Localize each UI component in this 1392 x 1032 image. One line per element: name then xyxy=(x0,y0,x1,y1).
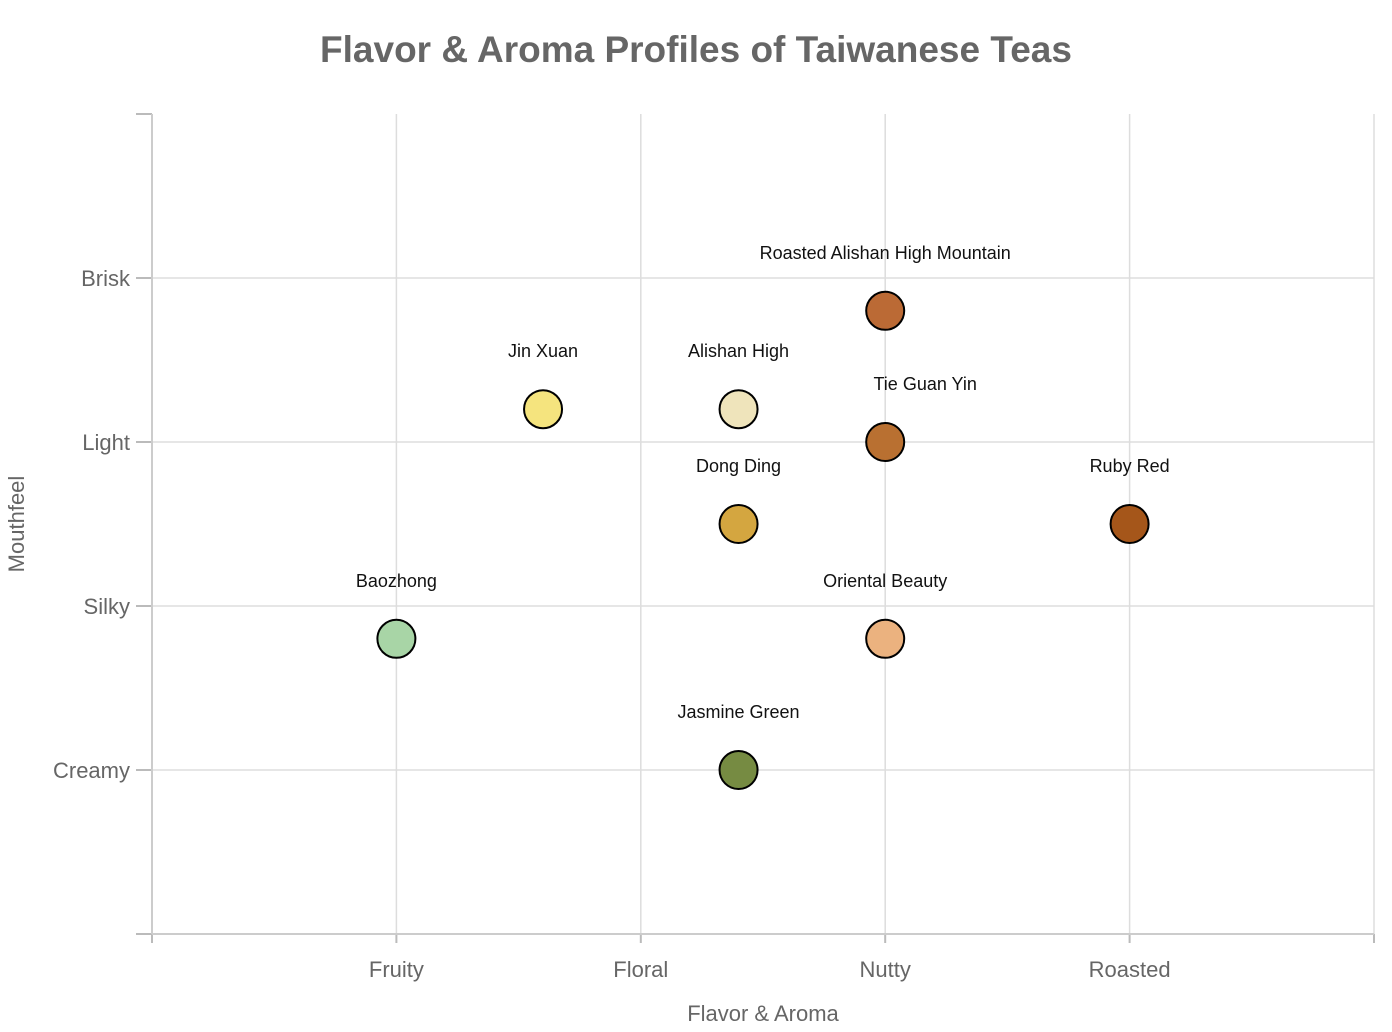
data-point xyxy=(718,389,759,430)
data-point-label: Jasmine Green xyxy=(678,702,800,722)
y-tick-label: Brisk xyxy=(81,266,131,291)
data-point xyxy=(865,618,906,659)
data-point-label: Jin Xuan xyxy=(508,341,578,361)
y-tick-label: Light xyxy=(82,430,130,455)
x-tick-label: Roasted xyxy=(1089,957,1171,982)
x-tick-label: Fruity xyxy=(369,957,424,982)
data-point-label: Dong Ding xyxy=(696,456,781,476)
y-tick-label: Creamy xyxy=(53,758,130,783)
y-axis-title: Mouthfeel xyxy=(4,476,29,573)
data-point-label: Baozhong xyxy=(356,571,437,591)
x-tick-label: Floral xyxy=(613,957,668,982)
data-point xyxy=(376,618,417,659)
data-point-label: Oriental Beauty xyxy=(823,571,947,591)
data-point xyxy=(523,389,564,430)
data-point xyxy=(718,750,759,790)
x-tick-label: Nutty xyxy=(860,957,911,982)
data-point xyxy=(718,504,759,544)
labels-layer: Baozhong Jin Xuan Alishan High Dong Ding Jas… xyxy=(356,243,1170,722)
grid-layer xyxy=(152,114,1375,934)
y-tick-label: Silky xyxy=(84,594,130,619)
data-point-label: Ruby Red xyxy=(1090,456,1170,476)
chart-title: Flavor & Aroma Profiles of Taiwanese Tea… xyxy=(320,29,1072,70)
data-point-label: Alishan High xyxy=(688,341,789,361)
data-point-label: Roasted Alishan High Mountain xyxy=(760,243,1011,263)
data-point xyxy=(865,422,906,462)
data-point xyxy=(865,290,906,331)
points-layer xyxy=(376,290,1150,790)
x-axis-title: Flavor & Aroma xyxy=(687,1001,839,1026)
data-point xyxy=(1109,504,1150,544)
axis-layer: Fruity Floral Nutty Roasted Creamy Silky Light… xyxy=(53,113,1375,982)
data-point-label: Tie Guan Yin xyxy=(873,374,976,394)
